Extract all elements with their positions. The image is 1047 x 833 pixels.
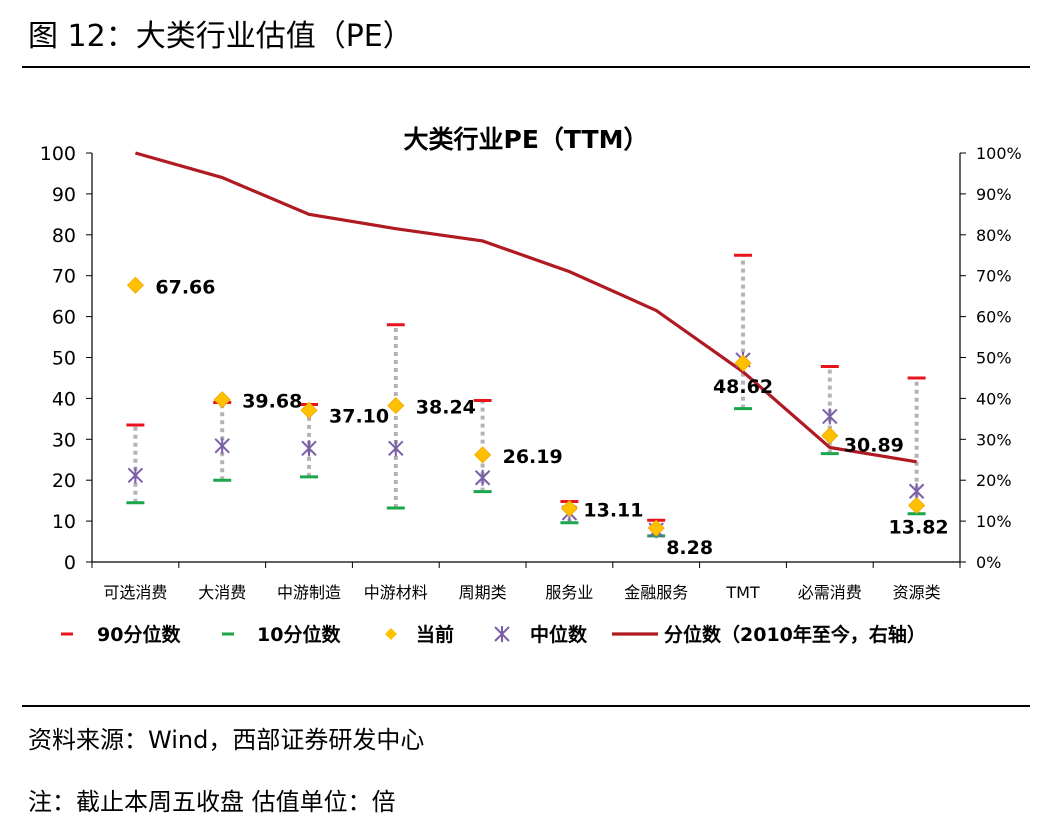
median-marker <box>908 483 925 500</box>
data-label: 13.11 <box>583 499 643 521</box>
y-right-tick-label: 10% <box>976 512 1012 531</box>
y-left-tick-label: 70 <box>52 266 76 288</box>
y-left-tick-label: 30 <box>52 429 76 451</box>
current-marker <box>126 276 144 294</box>
median-legend-label: 中位数 <box>530 623 588 646</box>
current-legend-label: 当前 <box>416 623 454 646</box>
current-marker <box>560 499 578 517</box>
y-right-tick-label: 50% <box>976 349 1012 368</box>
data-label: 38.24 <box>416 397 476 419</box>
bottom-rule <box>22 705 1030 707</box>
y-left-tick-label: 20 <box>52 470 76 492</box>
x-category-label: 中游制造 <box>277 583 341 602</box>
median-marker <box>822 408 838 425</box>
current-marker <box>474 446 492 464</box>
y-right-tick-label: 30% <box>976 430 1012 449</box>
x-category-label: TMT <box>725 583 760 602</box>
y-right-tick-label: 20% <box>976 471 1012 490</box>
x-category-label: 金融服务 <box>624 583 688 602</box>
y-right-tick-label: 60% <box>976 308 1012 327</box>
data-label: 39.68 <box>242 391 302 413</box>
y-right-tick-label: 70% <box>976 267 1012 286</box>
current-marker <box>300 401 318 419</box>
chart: 大类行业PE（TTM） 0 10 20 30 40 50 60 70 80 90 100 0% 10% 20… <box>40 125 1022 646</box>
current-marker <box>213 391 231 409</box>
figure-caption: 图 12：大类行业估值（PE） <box>28 19 413 54</box>
p10-legend-label: 10分位数 <box>257 623 341 646</box>
source-note: 资料来源：Wind，西部证券研发中心 <box>28 726 425 754</box>
median-marker <box>474 469 491 486</box>
current-legend-swatch <box>385 628 397 640</box>
footnote: 注：截止本周五收盘 估值单位：倍 <box>28 788 396 816</box>
median-marker <box>127 467 144 484</box>
percentile-line <box>134 151 917 464</box>
data-label: 13.82 <box>889 516 949 538</box>
x-category-label: 可选消费 <box>103 583 167 602</box>
x-category-label: 资源类 <box>893 583 941 602</box>
x-category-label: 大消费 <box>198 583 246 602</box>
y-right-tick-label: 90% <box>976 185 1012 204</box>
y-left-tick-label: 10 <box>52 511 76 533</box>
p90-legend-label: 90分位数 <box>97 623 181 646</box>
median-marker <box>388 440 404 457</box>
y-left-tick-label: 90 <box>52 184 76 206</box>
chart-title: 大类行业PE（TTM） <box>404 125 649 154</box>
current-marker <box>387 397 405 415</box>
top-rule <box>22 66 1030 68</box>
y-right-tick-label: 40% <box>976 389 1012 408</box>
y-left-tick-label: 60 <box>52 307 76 329</box>
median-marker <box>214 437 230 454</box>
y-left-tick-label: 100 <box>40 143 76 165</box>
y-right-tick-label: 100% <box>976 144 1022 163</box>
current-marker <box>734 354 752 372</box>
data-label: 37.10 <box>329 405 389 427</box>
median-marker <box>301 440 317 457</box>
y-left-tick-label: 0 <box>64 552 76 574</box>
y-right-tick-label: 80% <box>976 226 1012 245</box>
x-category-label: 中游材料 <box>364 583 428 602</box>
x-category-label: 必需消费 <box>798 583 862 602</box>
current-marker <box>908 496 926 515</box>
x-category-label: 周期类 <box>459 583 507 602</box>
x-category-label: 服务业 <box>545 583 593 602</box>
current-marker <box>821 427 839 445</box>
data-label: 26.19 <box>503 446 563 468</box>
y-left-tick-label: 50 <box>52 348 76 370</box>
y-left-tick-label: 80 <box>52 225 76 247</box>
percentile-legend-label: 分位数（2010年至今，右轴） <box>664 623 926 646</box>
data-label: 8.28 <box>666 537 713 559</box>
y-left-tick-label: 40 <box>52 388 76 410</box>
current-marker <box>647 519 665 537</box>
data-label: 48.62 <box>713 376 773 398</box>
data-label: 67.66 <box>155 276 215 298</box>
y-right-tick-label: 0% <box>976 553 1001 572</box>
data-label: 30.89 <box>844 435 904 457</box>
median-legend-swatch <box>494 625 510 643</box>
